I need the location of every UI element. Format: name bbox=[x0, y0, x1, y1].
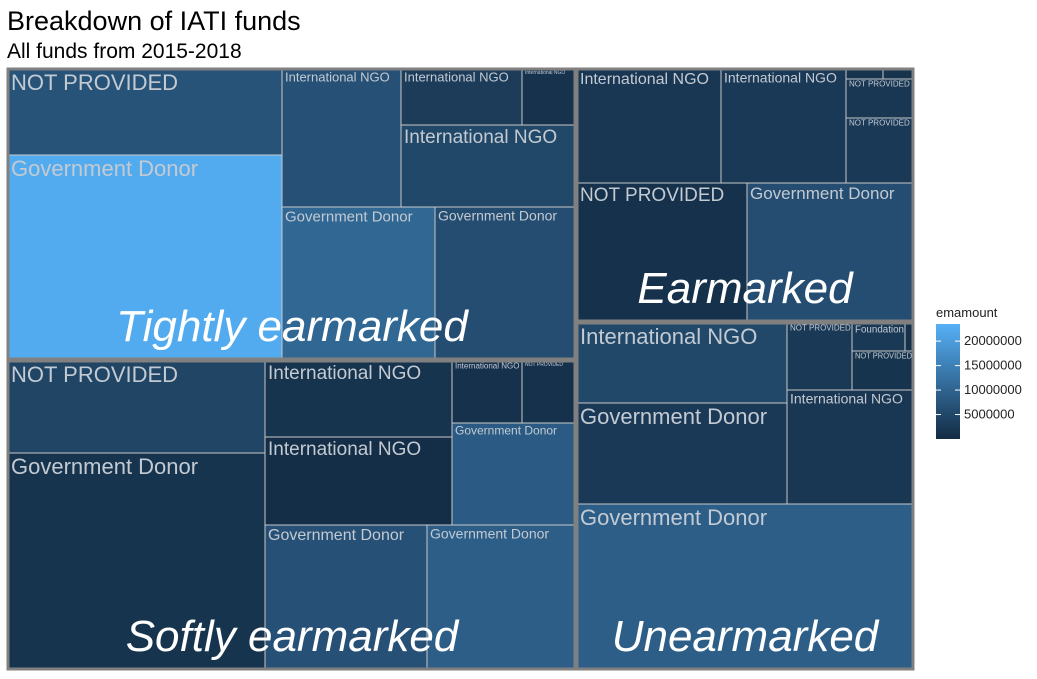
treemap-tile bbox=[434, 206, 576, 360]
tile-label: Government Donor bbox=[268, 527, 405, 544]
group-label: Softly earmarked bbox=[126, 612, 460, 661]
treemap-tile bbox=[400, 124, 576, 208]
tile-label: NOT PROVIDED bbox=[790, 324, 851, 333]
treemap-tile bbox=[576, 182, 748, 322]
tile-label: NOT PROVIDED bbox=[11, 362, 178, 387]
tile-label: International NGO bbox=[724, 69, 837, 85]
group-label: Unearmarked bbox=[612, 612, 880, 661]
tile-label: Government Donor bbox=[285, 208, 413, 225]
tile-label: International NGO bbox=[455, 362, 519, 371]
group-border bbox=[6, 359, 577, 671]
tile-label: NOT PROVIDED bbox=[11, 70, 178, 95]
tile-label: International NGO bbox=[404, 69, 509, 84]
tile-label: Government Donor bbox=[438, 207, 557, 223]
tile-label: International NGO bbox=[580, 71, 709, 88]
legend-title: emamount bbox=[936, 305, 998, 320]
treemap-tile bbox=[786, 322, 853, 391]
treemap-tile bbox=[720, 68, 847, 184]
tile-label: International NGO bbox=[285, 69, 390, 84]
group-labels: Tightly earmarked Earmarked Softly earmark… bbox=[116, 264, 880, 661]
legend: emamount 20000000 15000000 10000000 5000000 bbox=[936, 305, 1022, 439]
tile-label: International NGO bbox=[790, 390, 903, 406]
legend-tick-label: 5000000 bbox=[964, 407, 1015, 422]
tile-label: Government Donor bbox=[580, 404, 767, 429]
legend-tick-label: 15000000 bbox=[964, 358, 1022, 373]
treemap-tile bbox=[7, 452, 266, 670]
tile-label: International NGO bbox=[268, 363, 421, 384]
tile-label: Government Donor bbox=[430, 525, 549, 541]
group-border bbox=[575, 321, 915, 671]
treemap-tile bbox=[7, 68, 283, 156]
treemap-tile bbox=[521, 68, 576, 126]
treemap-tile bbox=[845, 78, 914, 119]
tile-label: Government Donor bbox=[750, 184, 895, 203]
treemap-tile bbox=[576, 503, 914, 670]
treemap-tile bbox=[264, 436, 453, 526]
treemap-tile bbox=[521, 360, 576, 424]
tile-label: NOT PROVIDED bbox=[849, 80, 910, 89]
tile-label: Foundation bbox=[855, 325, 904, 336]
treemap-tile bbox=[264, 524, 428, 670]
tile-label: International NGO bbox=[404, 127, 557, 148]
group-border bbox=[575, 67, 915, 323]
tiles-layer: NOT PROVIDED Government Donor Internationa… bbox=[7, 68, 914, 670]
tile-label: NOT PROVIDED bbox=[580, 185, 724, 206]
treemap-tile bbox=[746, 182, 914, 322]
legend-tick-label: 20000000 bbox=[964, 333, 1022, 348]
treemap-tile bbox=[851, 350, 914, 391]
group-label: Earmarked bbox=[637, 264, 854, 313]
treemap-tile bbox=[786, 389, 914, 505]
tile-label: Government Donor bbox=[11, 454, 198, 479]
tile-label: NOT PROVIDED bbox=[525, 362, 563, 368]
group-borders bbox=[6, 67, 915, 671]
treemap-tile bbox=[845, 117, 914, 184]
treemap-tile bbox=[451, 360, 523, 424]
group-label: Tightly earmarked bbox=[116, 302, 469, 351]
treemap-tile bbox=[281, 206, 436, 360]
group-border bbox=[6, 67, 577, 361]
chart-subtitle: All funds from 2015-2018 bbox=[7, 40, 242, 63]
tile-label: Government Donor bbox=[580, 505, 767, 530]
tile-label: NOT PROVIDED bbox=[855, 352, 912, 361]
treemap-tile bbox=[281, 68, 402, 208]
tile-label: International NGO bbox=[268, 439, 421, 460]
tile-label: Government Donor bbox=[455, 423, 557, 437]
chart-title: Breakdown of IATI funds bbox=[7, 6, 301, 36]
tile-label: NOT PROVIDED bbox=[849, 119, 910, 128]
tile-label: International NGO bbox=[525, 70, 565, 76]
treemap-tile bbox=[7, 154, 283, 360]
treemap-tile bbox=[576, 68, 722, 184]
treemap-tile bbox=[451, 422, 576, 526]
tile-label: International NGO bbox=[580, 324, 757, 349]
tile-label: Government Donor bbox=[11, 156, 198, 181]
legend-tick-label: 10000000 bbox=[964, 382, 1022, 397]
legend-colorbar bbox=[936, 324, 960, 439]
